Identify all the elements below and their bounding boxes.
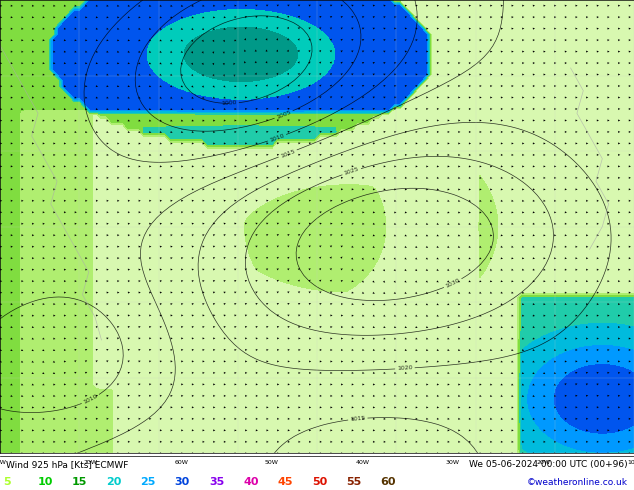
Text: 1010: 1010 xyxy=(269,133,285,143)
Text: 60W: 60W xyxy=(174,460,188,465)
Text: 5: 5 xyxy=(3,477,11,487)
Text: ©weatheronline.co.uk: ©weatheronline.co.uk xyxy=(527,478,628,487)
Text: 80W: 80W xyxy=(0,460,7,465)
Text: 35: 35 xyxy=(209,477,224,487)
Text: 1030: 1030 xyxy=(444,278,461,289)
Text: 1020: 1020 xyxy=(397,366,413,371)
Text: 30W: 30W xyxy=(446,460,460,465)
Text: 1000: 1000 xyxy=(221,100,237,106)
Text: 1025: 1025 xyxy=(344,167,360,176)
Text: 40W: 40W xyxy=(355,460,369,465)
Text: 50W: 50W xyxy=(265,460,279,465)
Text: 20: 20 xyxy=(106,477,122,487)
Text: 30: 30 xyxy=(174,477,190,487)
Text: 10: 10 xyxy=(37,477,53,487)
Text: 15: 15 xyxy=(72,477,87,487)
Text: 45: 45 xyxy=(278,477,293,487)
Text: 60: 60 xyxy=(380,477,396,487)
Text: 1015: 1015 xyxy=(350,416,366,422)
Text: 50: 50 xyxy=(312,477,327,487)
Text: 70W: 70W xyxy=(84,460,98,465)
Text: 1005: 1005 xyxy=(276,110,292,120)
Text: Wind 925 hPa [Kts] ECMWF: Wind 925 hPa [Kts] ECMWF xyxy=(6,460,129,469)
Text: 20W: 20W xyxy=(536,460,550,465)
Text: 25: 25 xyxy=(140,477,156,487)
Text: 40: 40 xyxy=(243,477,259,487)
Text: 10W: 10W xyxy=(627,460,634,465)
Text: 1010: 1010 xyxy=(82,393,99,405)
Text: 55: 55 xyxy=(346,477,361,487)
Text: We 05-06-2024 00:00 UTC (00+96): We 05-06-2024 00:00 UTC (00+96) xyxy=(469,460,628,469)
Text: 1015: 1015 xyxy=(280,148,296,159)
